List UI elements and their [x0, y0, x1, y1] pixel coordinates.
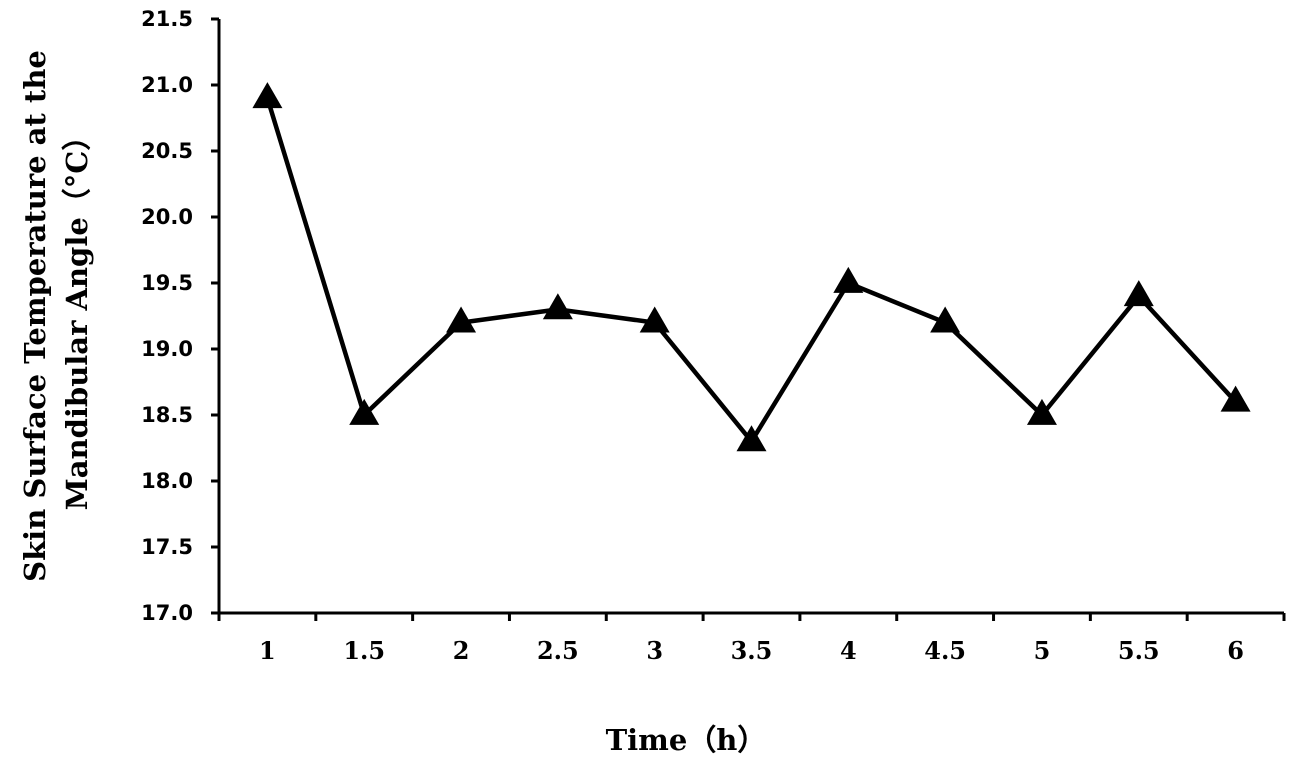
x-tick-label: 4.5: [924, 636, 966, 665]
y-tick-label: 21.5: [141, 7, 193, 31]
y-axis-title-line-1: Skin Surface Temperature at the: [18, 50, 52, 582]
data-point-triangle: [349, 398, 380, 425]
data-point-triangle: [736, 425, 767, 452]
data-point-triangle: [1220, 385, 1251, 412]
series-line: [265, 97, 1238, 446]
x-tick-label: 6: [1227, 636, 1244, 665]
data-point-triangle: [252, 82, 283, 109]
y-tick-label: 19.0: [141, 337, 193, 361]
x-tick-label: 5.5: [1118, 636, 1160, 665]
y-axis-title: Skin Surface Temperature at the Mandibul…: [18, 50, 94, 582]
x-tick-label: 1.5: [343, 636, 385, 665]
x-tick-label: 3: [646, 636, 663, 665]
data-point-triangle: [542, 293, 573, 320]
data-point-triangle: [1026, 398, 1057, 425]
x-axis-ticks: 1 1.5 2 2.5 3 3.5 4 4.5 5 5.5 6: [217, 613, 1286, 665]
x-tick-label: 2: [453, 636, 470, 665]
y-tick-label: 19.5: [141, 271, 193, 295]
y-tick-label: 18.0: [141, 469, 193, 493]
y-tick-label: 20.0: [141, 205, 193, 229]
y-tick-label: 17.0: [141, 601, 193, 625]
data-point-triangle: [1123, 280, 1154, 307]
data-point-triangle: [833, 266, 864, 293]
y-tick-label: 20.5: [141, 139, 193, 163]
data-point-triangle: [639, 306, 670, 333]
x-tick-label: 5: [1034, 636, 1051, 665]
y-tick-label: 17.5: [141, 535, 193, 559]
data-point-triangle: [930, 306, 961, 333]
series-temperature: [252, 82, 1251, 452]
x-tick-label: 4: [840, 636, 857, 665]
data-point-triangle: [446, 306, 477, 333]
x-tick-label: 1: [259, 636, 276, 665]
x-tick-label: 3.5: [731, 636, 773, 665]
x-tick-label: 2.5: [537, 636, 579, 665]
x-axis-title: Time（h）: [606, 723, 767, 757]
y-axis-title-line-2: Mandibular Angle（°C）: [60, 122, 94, 511]
y-axis-ticks: 17.0 17.5 18.0 18.5 19.0 19.5 20.0 20.5 21.0 21.5: [141, 7, 219, 625]
y-tick-label: 18.5: [141, 403, 193, 427]
y-tick-label: 21.0: [141, 73, 193, 97]
